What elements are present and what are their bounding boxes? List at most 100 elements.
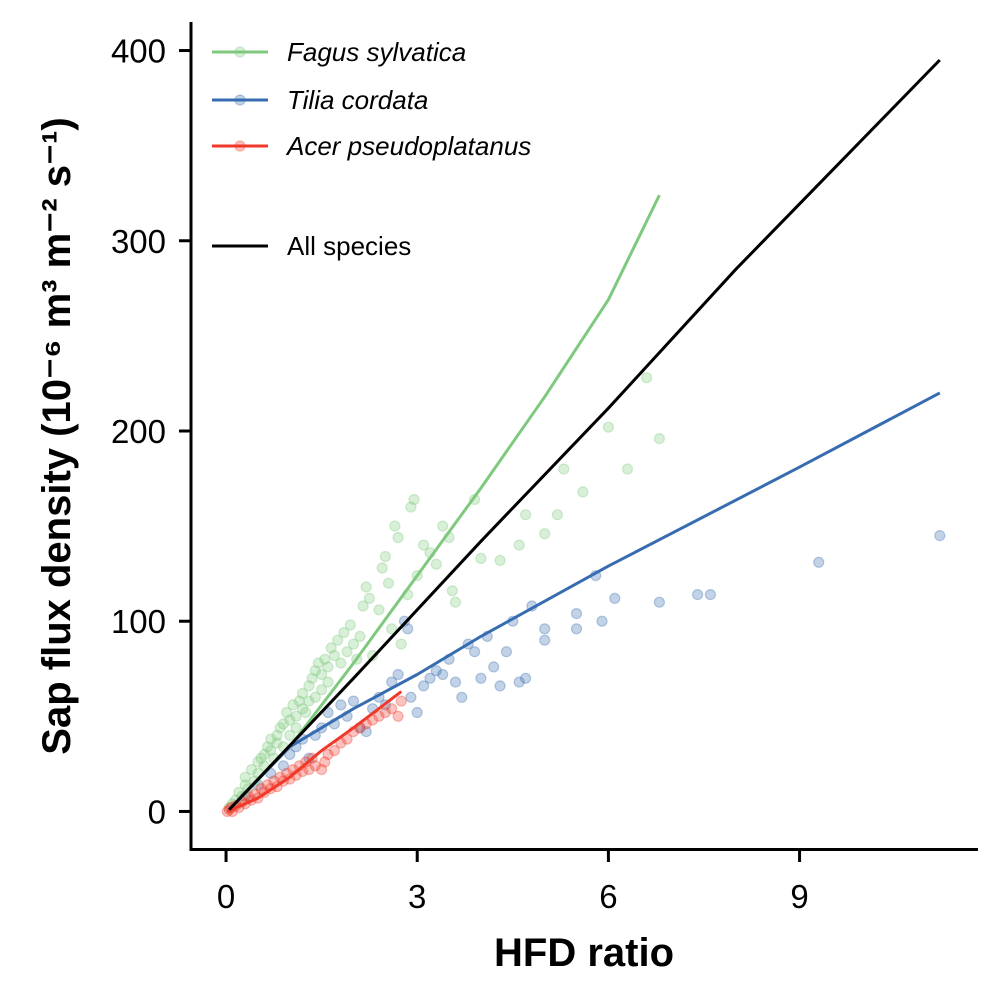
data-point bbox=[277, 718, 289, 730]
data-point bbox=[347, 695, 360, 707]
data-point bbox=[274, 722, 286, 734]
y-tick-label: 200 bbox=[111, 413, 166, 450]
data-point bbox=[539, 528, 551, 540]
data-point bbox=[418, 680, 430, 692]
data-point bbox=[395, 638, 407, 650]
data-point bbox=[430, 558, 442, 570]
data-point bbox=[303, 695, 315, 707]
y-tick-label: 0 bbox=[148, 793, 166, 830]
data-point bbox=[570, 607, 583, 620]
data-point bbox=[265, 733, 277, 745]
data-point bbox=[437, 520, 449, 532]
data-point bbox=[424, 672, 436, 684]
data-point bbox=[284, 748, 296, 761]
axes bbox=[189, 22, 978, 851]
data-point bbox=[284, 729, 296, 742]
data-point bbox=[284, 714, 296, 726]
data-point bbox=[513, 676, 525, 688]
data-point bbox=[255, 782, 267, 795]
data-point bbox=[271, 737, 283, 749]
x-tick-label: 6 bbox=[599, 878, 617, 915]
data-point bbox=[494, 680, 506, 692]
y-axis-label: Sap flux density (10⁻⁶ m³ m⁻² s⁻¹) bbox=[35, 117, 79, 754]
data-point bbox=[640, 372, 653, 384]
data-point bbox=[347, 638, 360, 650]
x-tick-label: 3 bbox=[408, 878, 426, 915]
data-point bbox=[570, 623, 583, 635]
data-point bbox=[539, 634, 551, 646]
data-point bbox=[245, 763, 258, 776]
data-point bbox=[322, 748, 334, 761]
data-point bbox=[437, 668, 449, 681]
data-point bbox=[303, 680, 315, 692]
legend-key-point bbox=[234, 94, 246, 106]
data-point bbox=[309, 665, 321, 677]
data-point bbox=[402, 623, 414, 635]
data-point bbox=[392, 531, 404, 544]
data-point bbox=[322, 661, 334, 673]
data-point bbox=[392, 710, 404, 722]
data-point bbox=[411, 706, 423, 719]
y-tick-label: 100 bbox=[111, 603, 166, 640]
data-point bbox=[494, 554, 506, 567]
data-point bbox=[332, 634, 344, 646]
data-point bbox=[430, 665, 442, 677]
x-axis-label: HFD ratio bbox=[494, 931, 674, 975]
data-point bbox=[449, 596, 462, 608]
y-tick-label: 400 bbox=[111, 33, 166, 70]
data-point bbox=[312, 657, 324, 669]
data-point bbox=[293, 695, 305, 707]
data-point bbox=[319, 653, 331, 665]
fit-lines bbox=[226, 58, 941, 813]
data-point bbox=[389, 520, 401, 532]
data-point bbox=[341, 646, 353, 658]
data-point bbox=[360, 725, 372, 738]
data-point bbox=[261, 779, 274, 791]
data-point bbox=[449, 676, 462, 688]
data-point bbox=[335, 699, 347, 711]
data-point bbox=[328, 744, 340, 757]
data-point bbox=[469, 646, 481, 658]
data-point bbox=[475, 672, 487, 684]
data-point bbox=[577, 486, 589, 498]
data-point bbox=[306, 672, 318, 684]
data-point bbox=[239, 771, 251, 783]
data-point bbox=[255, 752, 267, 764]
data-point bbox=[456, 691, 468, 703]
data-point bbox=[653, 433, 666, 445]
data-point bbox=[621, 463, 634, 475]
data-point bbox=[488, 661, 500, 673]
data-point bbox=[265, 744, 277, 757]
data-point bbox=[363, 592, 375, 605]
data-point bbox=[596, 615, 608, 627]
data-point bbox=[609, 592, 621, 605]
data-point bbox=[551, 509, 564, 521]
data-point bbox=[418, 539, 430, 551]
data-point bbox=[395, 695, 407, 707]
data-point bbox=[271, 729, 283, 742]
legend-label: Tilia cordata bbox=[287, 85, 428, 115]
legend-label: Fagus sylvatica bbox=[287, 37, 466, 67]
data-point bbox=[338, 626, 350, 639]
data-point bbox=[513, 539, 525, 551]
data-point bbox=[296, 703, 309, 715]
data-point bbox=[354, 630, 366, 643]
data-point bbox=[325, 642, 337, 654]
data-point bbox=[382, 577, 395, 589]
data-point bbox=[373, 604, 385, 616]
data-point bbox=[309, 691, 321, 703]
x-tick-label: 0 bbox=[217, 878, 235, 915]
data-point bbox=[303, 763, 315, 776]
data-point bbox=[335, 657, 347, 669]
data-point bbox=[296, 687, 309, 700]
data-point bbox=[316, 763, 328, 776]
data-point bbox=[408, 493, 420, 506]
data-point bbox=[386, 623, 398, 635]
legend-label: All species bbox=[287, 231, 411, 261]
data-point bbox=[446, 585, 458, 597]
data-point bbox=[316, 668, 328, 681]
data-point bbox=[691, 588, 704, 601]
data-point bbox=[252, 756, 264, 768]
legend-key-point bbox=[234, 46, 246, 58]
